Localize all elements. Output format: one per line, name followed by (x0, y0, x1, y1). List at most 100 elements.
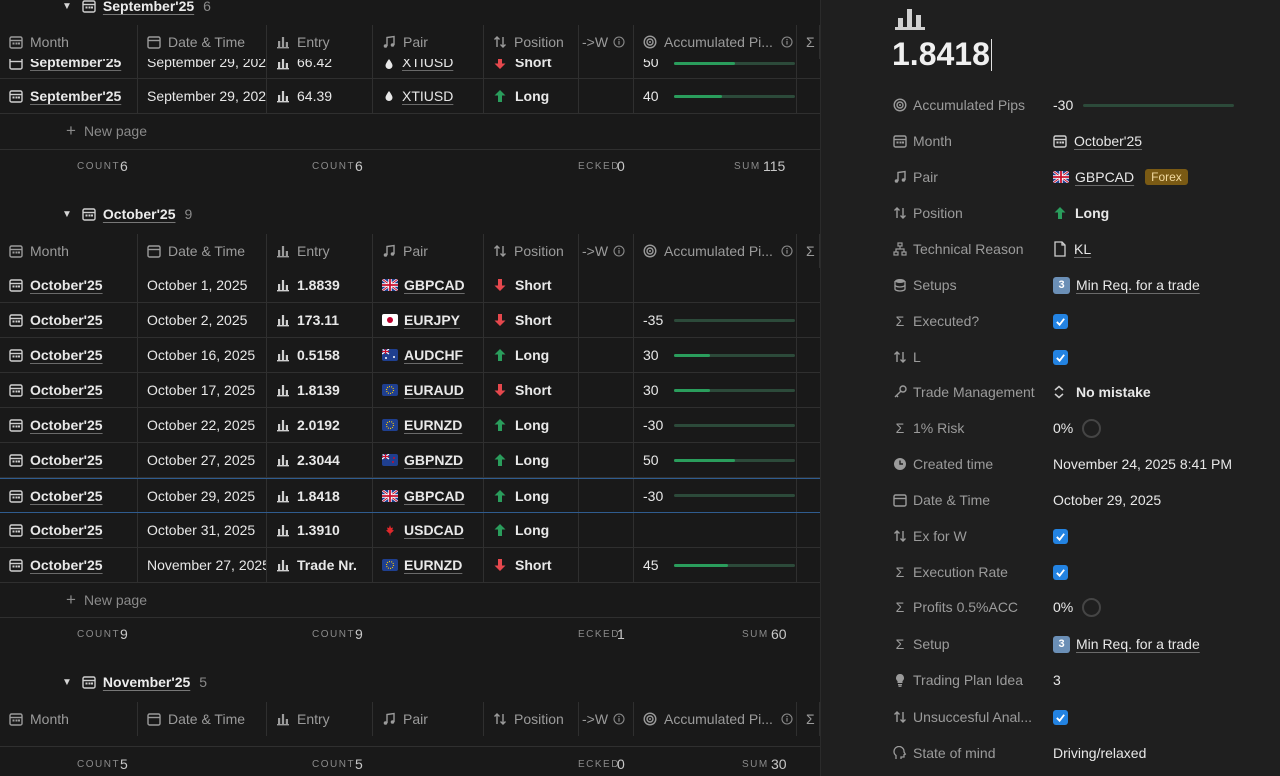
cell-pair[interactable]: GBPCAD (373, 268, 484, 302)
cell-date[interactable]: October 1, 2025 (138, 268, 267, 302)
cell-w[interactable] (579, 513, 634, 547)
table-row[interactable]: September'25 September 29, 2025 66.42 XT… (0, 59, 820, 79)
cell-month[interactable]: October'25 (0, 548, 138, 582)
property-unsuccessful-analysis[interactable]: Unsuccesful Anal... (893, 702, 1273, 732)
property-executed[interactable]: Σ Executed? (893, 306, 1273, 336)
group-header-october[interactable]: ▼ October'25 9 (0, 199, 192, 229)
property-value[interactable]: GBPCAD (1075, 169, 1135, 185)
cell-month[interactable]: October'25 (0, 303, 138, 337)
new-page-button[interactable]: + New page (66, 590, 147, 609)
cell-pair[interactable]: AUDCHF (373, 338, 484, 372)
checkbox-checked[interactable] (1053, 349, 1068, 365)
column-header-w[interactable]: ->W (579, 234, 634, 268)
cell-formula[interactable] (797, 59, 820, 78)
cell-pair[interactable]: XTIUSD (373, 59, 484, 78)
cell-position[interactable]: Short (484, 373, 579, 407)
cell-w[interactable] (579, 408, 634, 442)
cell-month[interactable]: October'25 (0, 513, 138, 547)
cell-w[interactable] (579, 338, 634, 372)
checkbox-checked[interactable] (1053, 709, 1068, 725)
cell-pair[interactable]: EURJPY (373, 303, 484, 337)
column-header-w[interactable]: ->W (579, 25, 634, 59)
property-setup[interactable]: Σ Setup 3 Min Req. for a trade (893, 629, 1273, 659)
cell-accumulated[interactable]: 50 (634, 443, 797, 477)
cell-formula[interactable] (797, 373, 820, 407)
checkbox-checked[interactable] (1053, 528, 1068, 544)
cell-date[interactable]: October 16, 2025 (138, 338, 267, 372)
column-header-date[interactable]: Date & Time (138, 25, 267, 59)
table-row[interactable]: October'25 October 27, 2025 2.3044 GBPNZD Lo… (0, 443, 820, 478)
cell-formula[interactable] (797, 479, 820, 512)
cell-month[interactable]: October'25 (0, 443, 138, 477)
bar-chart-icon[interactable] (895, 6, 925, 30)
cell-position[interactable]: Long (484, 513, 579, 547)
table-row[interactable]: October'25 October 31, 2025 1.3910 USDCAD Lo… (0, 513, 820, 548)
column-header-position[interactable]: Position (484, 25, 579, 59)
table-row[interactable]: October'25 October 17, 2025 1.8139 EURAUD Sh… (0, 373, 820, 408)
property-state-of-mind[interactable]: State of mind Driving/relaxed (893, 738, 1273, 768)
cell-month[interactable]: October'25 (0, 479, 138, 512)
property-month[interactable]: Month October'25 (893, 126, 1273, 156)
cell-formula[interactable] (797, 513, 820, 547)
cell-w[interactable] (579, 373, 634, 407)
cell-accumulated[interactable] (634, 513, 797, 547)
cell-accumulated[interactable]: 30 (634, 338, 797, 372)
cell-formula[interactable] (797, 268, 820, 302)
property-l[interactable]: L (893, 342, 1273, 372)
cell-w[interactable] (579, 268, 634, 302)
property-position[interactable]: Position Long (893, 198, 1273, 228)
table-row[interactable]: October'25 October 16, 2025 0.5158 AUDCHF Lo… (0, 338, 820, 373)
cell-date[interactable]: September 29, 2025 (138, 59, 267, 78)
property-ex-for-w[interactable]: Ex for W (893, 521, 1273, 551)
cell-accumulated[interactable]: 45 (634, 548, 797, 582)
cell-accumulated[interactable]: -30 (634, 479, 797, 512)
cell-accumulated[interactable]: -35 (634, 303, 797, 337)
cell-entry[interactable]: 173.11 (267, 303, 373, 337)
cell-accumulated[interactable]: 30 (634, 373, 797, 407)
column-header-position[interactable]: Position (484, 234, 579, 268)
column-header-month[interactable]: Month (0, 234, 138, 268)
property-value[interactable]: Min Req. for a trade (1076, 636, 1200, 652)
property-accumulated-pips[interactable]: Accumulated Pips -30 (893, 90, 1273, 120)
table-row[interactable]: October'25 October 2, 2025 173.11 EURJPY Sho… (0, 303, 820, 338)
collapse-triangle-icon[interactable]: ▼ (62, 676, 72, 688)
checkbox-checked[interactable] (1053, 564, 1068, 580)
cell-month[interactable]: October'25 (0, 373, 138, 407)
cell-formula[interactable] (797, 548, 820, 582)
cell-w[interactable] (579, 443, 634, 477)
cell-formula[interactable] (797, 79, 820, 113)
group-header-september[interactable]: ▼ September'25 6 (0, 0, 211, 21)
cell-entry[interactable]: 2.3044 (267, 443, 373, 477)
property-value[interactable]: KL (1074, 241, 1092, 257)
cell-position[interactable]: Long (484, 408, 579, 442)
property-pair[interactable]: Pair GBPCAD Forex (893, 162, 1273, 192)
cell-month[interactable]: October'25 (0, 268, 138, 302)
cell-accumulated[interactable]: 40 (634, 79, 797, 113)
cell-entry[interactable]: Trade Nr. (267, 548, 373, 582)
cell-month[interactable]: October'25 (0, 338, 138, 372)
column-header-entry[interactable]: Entry (267, 702, 373, 736)
cell-position[interactable]: Long (484, 479, 579, 512)
cell-position[interactable]: Short (484, 303, 579, 337)
column-header-position[interactable]: Position (484, 702, 579, 736)
cell-w[interactable] (579, 59, 634, 78)
cell-w[interactable] (579, 479, 634, 512)
cell-position[interactable]: Long (484, 79, 579, 113)
cell-entry[interactable]: 1.8839 (267, 268, 373, 302)
property-date-time[interactable]: Date & Time October 29, 2025 (893, 485, 1273, 515)
property-value[interactable]: October 29, 2025 (1053, 492, 1162, 508)
cell-entry[interactable]: 64.39 (267, 79, 373, 113)
cell-position[interactable]: Long (484, 338, 579, 372)
column-header-entry[interactable]: Entry (267, 234, 373, 268)
cell-pair[interactable]: EURNZD (373, 548, 484, 582)
cell-date[interactable]: October 17, 2025 (138, 373, 267, 407)
cell-month[interactable]: October'25 (0, 408, 138, 442)
column-header-formula[interactable]: Σ (797, 702, 820, 736)
table-row[interactable]: October'25 October 29, 2025 1.8418 GBPCAD Lo… (0, 478, 820, 513)
column-header-entry[interactable]: Entry (267, 25, 373, 59)
cell-position[interactable]: Long (484, 443, 579, 477)
column-header-date[interactable]: Date & Time (138, 234, 267, 268)
cell-w[interactable] (579, 548, 634, 582)
cell-date[interactable]: October 22, 2025 (138, 408, 267, 442)
cell-month[interactable]: September'25 (0, 59, 138, 78)
